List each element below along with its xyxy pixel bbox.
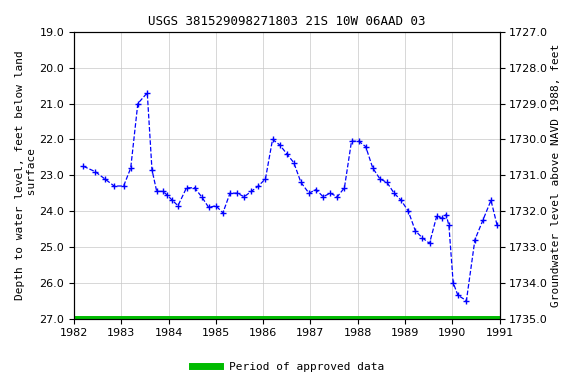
Y-axis label: Depth to water level, feet below land
 surface: Depth to water level, feet below land su… — [15, 50, 37, 300]
Legend: Period of approved data: Period of approved data — [188, 358, 388, 377]
Title: USGS 381529098271803 21S 10W 06AAD 03: USGS 381529098271803 21S 10W 06AAD 03 — [148, 15, 426, 28]
Y-axis label: Groundwater level above NAVD 1988, feet: Groundwater level above NAVD 1988, feet — [551, 44, 561, 307]
